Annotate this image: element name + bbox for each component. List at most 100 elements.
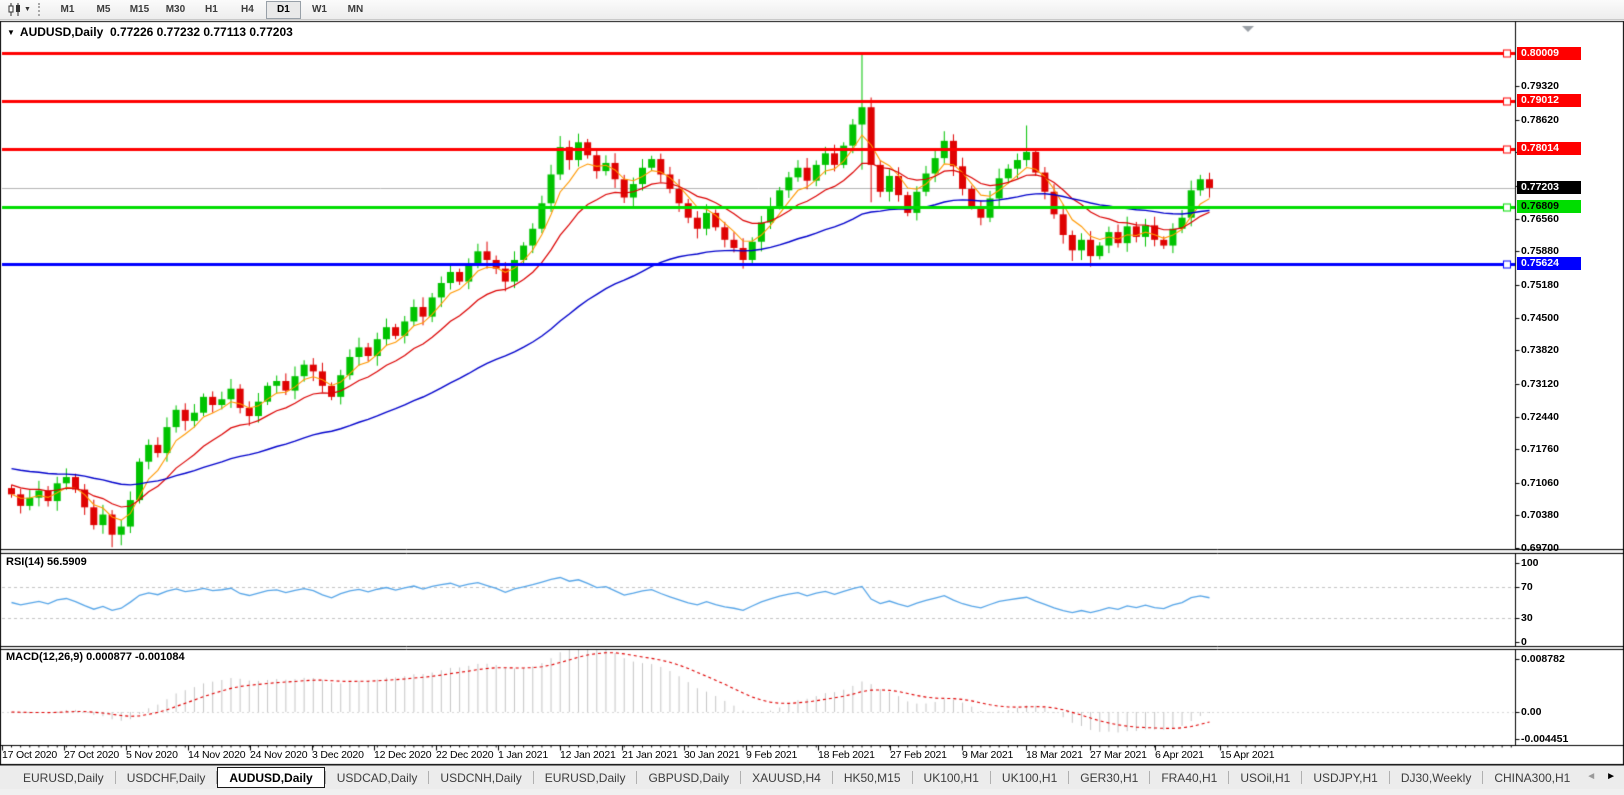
date-label: 12 Dec 2020	[374, 749, 432, 761]
resistance-level-label: 0.78014	[1517, 142, 1581, 156]
timeframe-button-m30[interactable]: M30	[165, 4, 186, 15]
current-price-label: 0.77203	[1517, 181, 1581, 195]
date-label: 27 Oct 2020	[64, 749, 120, 761]
rsi-tick-label: 30	[1521, 612, 1533, 625]
date-label: 12 Jan 2021	[560, 749, 616, 761]
symbol-tab-eurusd-daily[interactable]: EURUSD,Daily	[544, 770, 626, 785]
chart-window: ▼ AUDUSD,Daily 0.77226 0.77232 0.77113 0.…	[0, 20, 1624, 765]
tab-separator	[1068, 771, 1070, 784]
rsi-tick-label: 0	[1521, 636, 1527, 648]
tab-separator	[216, 771, 218, 784]
tab-separator	[114, 771, 116, 784]
symbol-tab-usdcnh-daily[interactable]: USDCNH,Daily	[440, 770, 522, 785]
support-level-label: 0.75624	[1517, 257, 1581, 271]
date-label: 24 Nov 2020	[250, 749, 308, 761]
symbol-tab-usdjpy-h1[interactable]: USDJPY,H1	[1313, 770, 1378, 785]
symbol-tab-dj30-weekly[interactable]: DJ30,Weekly	[1400, 770, 1472, 785]
price-tick-label: 0.76560	[1521, 212, 1559, 225]
date-label: 9 Mar 2021	[962, 749, 1014, 761]
symbol-tab-usdchf-daily[interactable]: USDCHF,Daily	[126, 770, 206, 785]
candlestick-chart-icon	[8, 3, 20, 16]
tab-scroll-right-button[interactable]: ►	[1606, 771, 1616, 782]
symbol-tab-fra40-h1[interactable]: FRA40,H1	[1161, 770, 1218, 785]
tab-separator	[989, 771, 991, 784]
tab-separator	[831, 771, 833, 784]
timeframe-button-d1[interactable]: D1	[265, 0, 301, 19]
symbol-tab-gbpusd-daily[interactable]: GBPUSD,Daily	[648, 770, 730, 785]
symbol-tab-china300-h1[interactable]: CHINA300,H1	[1494, 770, 1571, 785]
price-tick-label: 0.78620	[1521, 113, 1559, 126]
tab-separator	[636, 771, 638, 784]
date-label: 15 Apr 2021	[1220, 749, 1275, 761]
tab-separator	[740, 771, 742, 784]
price-axis[interactable]	[1516, 20, 1624, 745]
price-tick-label: 0.70380	[1521, 509, 1559, 522]
date-label: 18 Feb 2021	[818, 749, 875, 761]
symbol-tab-eurusd-daily[interactable]: EURUSD,Daily	[23, 770, 104, 785]
price-tick-label: 0.72440	[1521, 410, 1559, 423]
date-label: 14 Nov 2020	[188, 749, 246, 761]
price-tick-label: 0.73820	[1521, 344, 1559, 357]
date-label: 9 Feb 2021	[746, 749, 798, 761]
symbol-tab-uk100-h1[interactable]: UK100,H1	[923, 770, 979, 785]
date-label: 3 Dec 2020	[312, 749, 364, 761]
price-tick-label: 0.79320	[1521, 80, 1559, 93]
symbol-tab-uk100-h1[interactable]: UK100,H1	[1001, 770, 1058, 785]
chart-title: ▼ AUDUSD,Daily 0.77226 0.77232 0.77113 0.…	[7, 25, 293, 39]
rsi-tick-label: 100	[1521, 557, 1539, 569]
top-toolbar: ▼ M1 M5 M15 M30 H1 H4 D1 W1 MN	[0, 0, 1624, 20]
price-tick-label: 0.75880	[1521, 245, 1559, 258]
date-label: 27 Feb 2021	[890, 749, 947, 761]
chart-ohlc-values: 0.77226 0.77232 0.77113 0.77203	[109, 25, 293, 39]
date-label: 17 Oct 2020	[2, 749, 58, 761]
chart-symbol-period: AUDUSD,Daily	[19, 25, 104, 39]
date-label: 27 Mar 2021	[1090, 749, 1147, 761]
macd-tick-label: 0.00	[1521, 706, 1542, 718]
collapse-icon[interactable]: ▼	[7, 28, 15, 37]
price-tick-label: 0.75180	[1521, 278, 1559, 291]
tab-scroll-left-button[interactable]: ◄	[1586, 771, 1597, 782]
symbol-tab-usdcad-daily[interactable]: USDCAD,Daily	[336, 770, 418, 785]
price-tick-label: 0.71760	[1521, 443, 1559, 456]
tab-separator	[1482, 771, 1484, 784]
symbol-tab-audusd-daily[interactable]: AUDUSD,Daily	[217, 767, 325, 788]
price-tick-label: 0.69700	[1521, 542, 1559, 555]
tab-separator	[324, 771, 326, 784]
macd-tick-label: -0.004451	[1521, 732, 1569, 745]
tab-separator	[1149, 771, 1151, 784]
chart-type-candlestick-button[interactable]: ▼	[4, 1, 35, 18]
date-label: 1 Jan 2021	[498, 749, 548, 761]
status-strip	[0, 789, 1624, 795]
timeframe-button-w1[interactable]: W1	[311, 4, 327, 15]
tab-separator	[1388, 771, 1390, 784]
tab-separator	[428, 771, 430, 784]
time-axis[interactable]	[0, 745, 1624, 765]
tab-separator	[532, 771, 534, 784]
price-tick-label: 0.73120	[1521, 377, 1559, 390]
timeframe-button-h4[interactable]: H4	[241, 4, 254, 15]
date-label: 5 Nov 2020	[126, 749, 178, 761]
timeframe-button-h1[interactable]: H1	[205, 4, 218, 15]
timeframe-button-mn[interactable]: MN	[347, 4, 364, 15]
resistance-level-label: 0.79012	[1517, 94, 1581, 108]
symbol-tab-hk50-m15[interactable]: HK50,M15	[843, 770, 901, 785]
resistance-level-label: 0.80009	[1517, 46, 1581, 60]
symbol-tab-ger30-h1[interactable]: GER30,H1	[1080, 770, 1139, 785]
toolbar-grip[interactable]	[37, 3, 44, 16]
price-tick-label: 0.71060	[1521, 476, 1559, 489]
date-label: 6 Apr 2021	[1155, 749, 1204, 761]
date-label: 22 Dec 2020	[436, 749, 494, 761]
timeframe-button-m1[interactable]: M1	[60, 4, 75, 15]
date-label: 30 Jan 2021	[684, 749, 740, 761]
macd-tick-label: 0.008782	[1521, 652, 1565, 665]
tab-scroll-controls: ◄ ►	[1578, 766, 1624, 788]
timeframe-button-m5[interactable]: M5	[96, 4, 111, 15]
symbol-tab-bar: EURUSD,Daily USDCHF,Daily AUDUSD,Daily USDC…	[0, 765, 1624, 789]
tab-separator	[1301, 771, 1303, 784]
price-tick-label: 0.74500	[1521, 311, 1559, 324]
timeframe-button-m15[interactable]: M15	[129, 4, 150, 15]
chart-canvas[interactable]	[0, 20, 1624, 765]
rsi-indicator-label: RSI(14) 56.5909	[6, 556, 87, 568]
symbol-tab-xauusd-h4[interactable]: XAUUSD,H4	[752, 770, 821, 785]
symbol-tab-usoil-h1[interactable]: USOil,H1	[1240, 770, 1291, 785]
